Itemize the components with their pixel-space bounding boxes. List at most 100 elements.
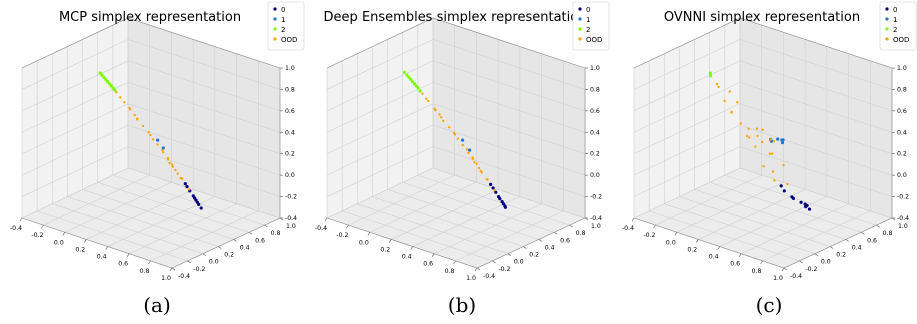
legend-label: OOD (281, 36, 297, 44)
data-point (141, 124, 145, 128)
legend-marker (885, 7, 889, 11)
chart-title: MCP simplex representation (59, 10, 241, 25)
series-ood (421, 92, 496, 192)
data-point (754, 145, 757, 148)
data-point (109, 84, 113, 88)
x-tick-label: 0.2 (75, 246, 85, 253)
z-tick-label: 0.6 (285, 108, 295, 115)
series-ood (115, 91, 191, 191)
x-tick-label: 0.4 (97, 254, 107, 261)
x-tick-label: -0.2 (336, 232, 348, 239)
data-point (723, 99, 726, 103)
data-point (461, 138, 465, 142)
data-point (715, 82, 719, 86)
y-tick-label: -0.4 (483, 273, 495, 280)
x-tick-label: 0.2 (687, 246, 697, 253)
floor-pane (634, 168, 892, 268)
back-right-pane (433, 18, 585, 218)
z-tick-label: 0.4 (285, 129, 295, 136)
data-point (166, 156, 170, 160)
data-point (471, 156, 474, 159)
data-point (762, 165, 765, 168)
chart-title: Deep Ensembles simplex representation (324, 10, 587, 25)
legend-box (879, 1, 917, 51)
data-point (498, 197, 502, 201)
data-point (493, 188, 496, 192)
z-tick-label: 1.0 (897, 65, 907, 72)
data-point (162, 151, 165, 154)
data-point (421, 92, 424, 95)
data-point (183, 182, 187, 186)
series-1 (461, 138, 472, 152)
data-point (780, 138, 784, 142)
data-point (410, 80, 415, 84)
data-point (176, 172, 179, 175)
y-tick-label: 0.0 (514, 259, 524, 266)
data-point (769, 138, 773, 141)
z-tick-label: 0.2 (897, 151, 907, 158)
y-tick-label: -0.4 (790, 273, 802, 280)
floor-pane (327, 168, 585, 268)
y-tick-label: 0.4 (852, 244, 862, 251)
y-tick-label: -0.2 (193, 266, 205, 273)
z-tick-label: -0.2 (897, 194, 909, 201)
data-point (161, 148, 164, 152)
data-point (452, 131, 456, 135)
data-point (174, 168, 177, 172)
data-point (461, 143, 464, 147)
y-tick-label: 0.8 (883, 230, 893, 237)
data-point (405, 73, 409, 77)
data-point (402, 70, 406, 74)
data-point (771, 152, 774, 155)
data-point (102, 75, 106, 79)
data-point (779, 184, 783, 188)
z-tick-label: -0.4 (590, 215, 602, 222)
z-tick-label: 0.8 (897, 86, 907, 93)
data-point (501, 202, 505, 206)
z-tick-label: 0.8 (285, 86, 295, 93)
data-point (747, 127, 750, 130)
y-tick-label: 0.4 (240, 244, 250, 251)
x-tick-label: 0.8 (752, 268, 762, 275)
y-tick-label: 0.2 (836, 252, 846, 259)
data-point (149, 133, 152, 137)
data-point (193, 196, 197, 200)
z-tick-label: -0.2 (285, 194, 297, 201)
data-point (468, 148, 472, 152)
x-tick-label: 0.6 (730, 261, 740, 268)
z-tick-label: 1.0 (285, 65, 295, 72)
y-tick-label: 1.0 (286, 223, 296, 230)
legend-marker (273, 7, 277, 11)
x-tick-label: 0.0 (54, 239, 64, 246)
x-tick-label: -0.4 (10, 225, 22, 232)
legend-marker (273, 37, 277, 41)
data-point (147, 131, 150, 134)
data-point (113, 88, 117, 92)
x-tick-label: 0.0 (666, 239, 676, 246)
x-tick-label: -0.4 (622, 225, 634, 232)
back-left-pane (327, 18, 433, 218)
data-point (730, 110, 733, 114)
series-2 (98, 71, 117, 92)
data-point (782, 163, 785, 167)
y-tick-label: 0.2 (529, 252, 539, 259)
data-point (418, 89, 422, 93)
legend-label: 2 (586, 26, 590, 34)
y-tick-label: 0.4 (545, 244, 555, 251)
data-point (772, 140, 776, 143)
data-point (156, 138, 160, 142)
data-point (111, 86, 115, 90)
back-right-pane (740, 18, 892, 218)
data-point (133, 113, 136, 117)
data-point (170, 163, 174, 166)
x-tick-label: 0.8 (140, 268, 150, 275)
z-tick-label: 0.2 (285, 151, 295, 158)
x-tick-label: 0.2 (380, 246, 390, 253)
y-tick-label: 0.6 (255, 237, 265, 244)
data-point (98, 71, 102, 75)
data-point (747, 136, 751, 139)
data-point (448, 126, 451, 129)
data-point (135, 118, 139, 121)
data-point (168, 161, 171, 165)
data-point (119, 96, 122, 99)
